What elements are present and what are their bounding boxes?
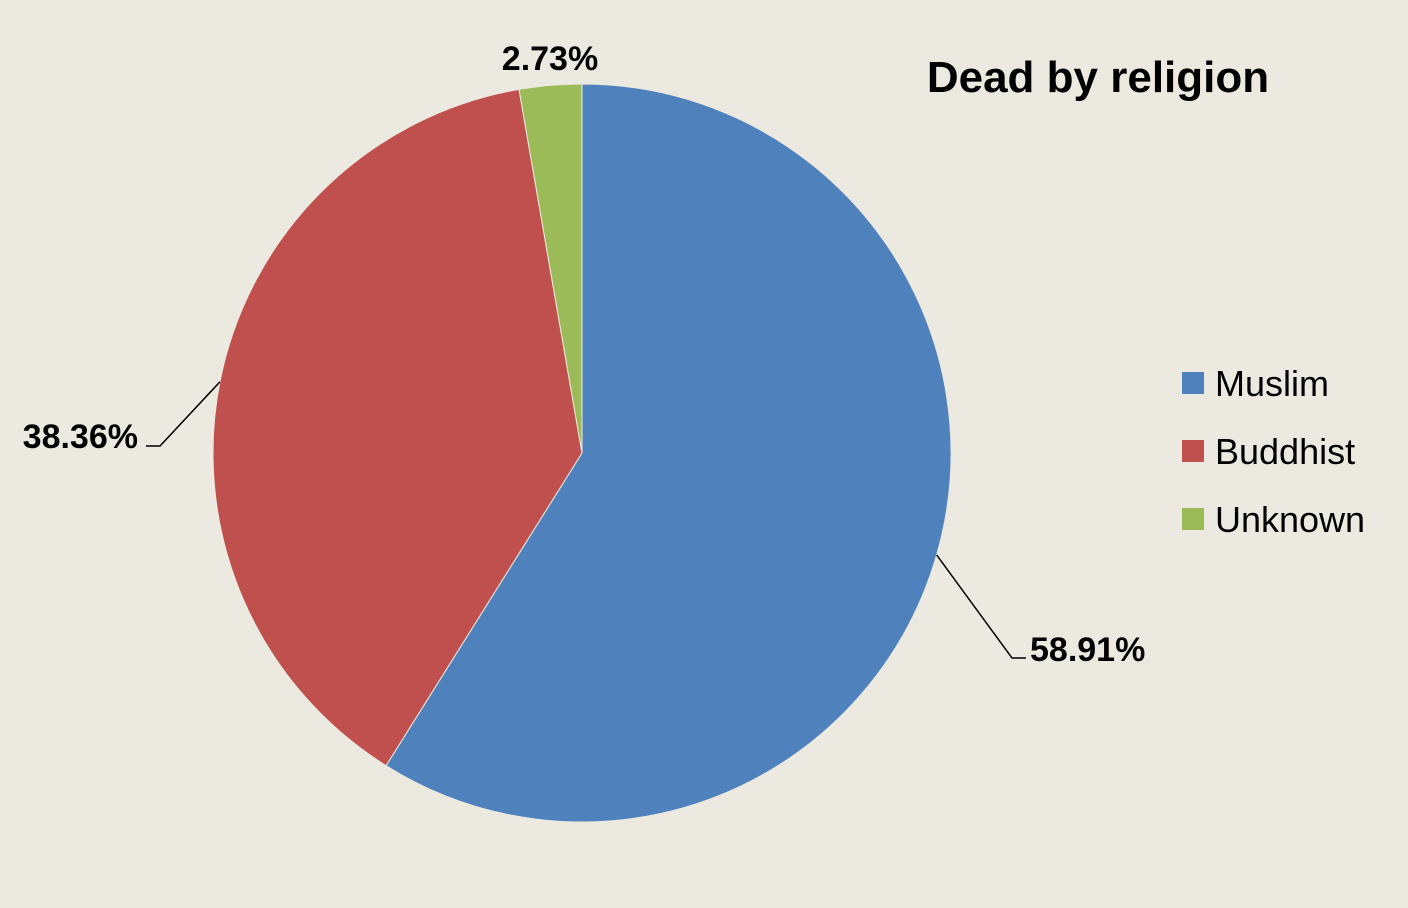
legend-swatch-unknown	[1182, 508, 1204, 530]
legend-label-unknown: Unknown	[1215, 499, 1365, 540]
pie-slice-unknown	[518, 83, 583, 454]
leader-line-buddhist	[146, 381, 221, 447]
pie-slices	[212, 83, 952, 823]
legend-swatch-buddhist	[1182, 440, 1204, 462]
leader-lines	[146, 381, 1026, 659]
data-labels: 58.91% 38.36% 2.73%	[23, 40, 1146, 669]
data-label-unknown: 2.73%	[502, 40, 598, 78]
pie-slice-buddhist	[212, 88, 583, 767]
legend: Muslim Buddhist Unknown	[1182, 363, 1365, 540]
data-label-muslim: 58.91%	[1030, 631, 1145, 669]
legend-swatch-muslim	[1182, 372, 1204, 394]
chart-title: Dead by religion	[927, 53, 1269, 102]
legend-label-buddhist: Buddhist	[1215, 431, 1355, 472]
legend-label-muslim: Muslim	[1215, 363, 1329, 404]
data-label-buddhist: 38.36%	[23, 418, 138, 456]
leader-line-muslim	[936, 554, 1026, 659]
